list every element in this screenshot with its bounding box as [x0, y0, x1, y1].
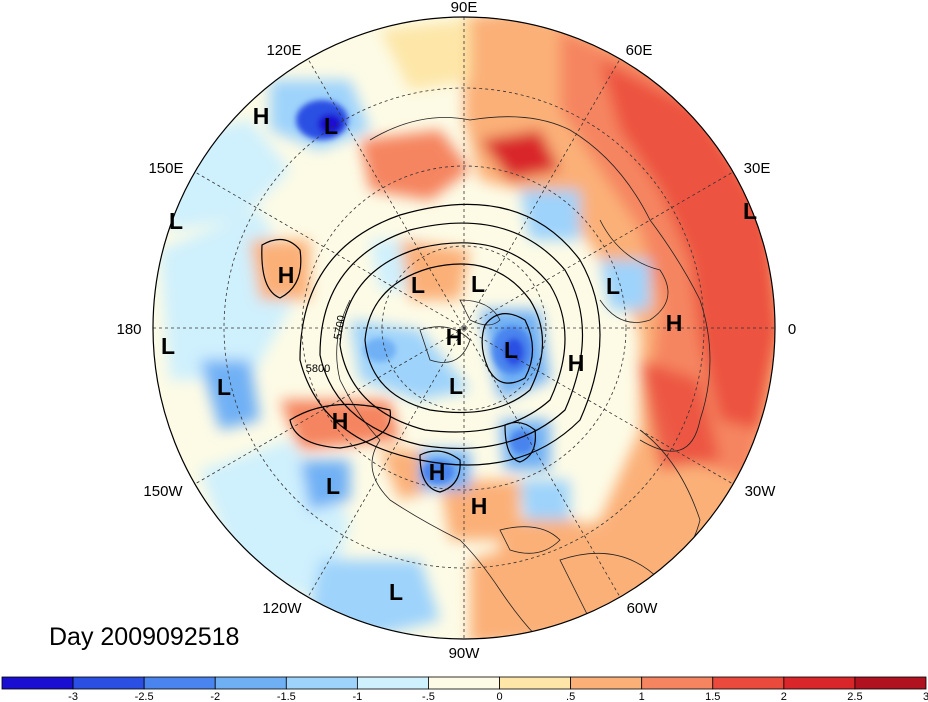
pressure-center: L — [411, 272, 425, 298]
colorbar-tick-label: -.5 — [422, 691, 435, 702]
colorbar-tick-label: 1.5 — [705, 691, 720, 702]
colorbar-tick-label: -1 — [352, 691, 362, 702]
colorbar-tick-label: 3 — [923, 691, 928, 702]
colorbar-tick-label: 2 — [781, 691, 787, 702]
lon-label-90w: 90W — [449, 645, 481, 662]
pressure-center: L — [449, 373, 463, 399]
pressure-center: L — [169, 208, 183, 234]
lon-label-60e: 60E — [626, 42, 653, 59]
colorbar-tick-label: -1.5 — [277, 691, 296, 702]
map-boundary — [152, 16, 776, 640]
pressure-center: L — [471, 271, 485, 297]
pressure-center: H — [471, 493, 488, 519]
lon-label-120e: 120E — [266, 42, 301, 59]
pressure-center: H — [332, 408, 349, 434]
day-title: Day 2009092518 — [49, 623, 239, 651]
pressure-center: H — [446, 324, 463, 350]
colorbar-tick-label: 0 — [496, 691, 502, 702]
lon-label-150e: 150E — [148, 160, 183, 177]
colorbar-tick-label: 1 — [639, 691, 645, 702]
lon-label-90e: 90E — [451, 0, 478, 16]
lon-label-120w: 120W — [262, 600, 302, 617]
lon-label-180: 180 — [116, 321, 141, 338]
colorbar-tick-label: -3 — [68, 691, 78, 702]
pressure-center: H — [568, 350, 585, 376]
pressure-center-labels: H L L L H L L L L H H L L H L H L H L H — [161, 103, 757, 605]
lon-label-30e: 30E — [744, 160, 771, 177]
lon-label-0: 0 — [788, 321, 796, 338]
colorbar-tick-label: -2 — [210, 691, 220, 702]
longitude-labels: 90E 60E 120E 30E 150E 180 0 150W 30W 120… — [116, 0, 796, 662]
colorbar-swatch — [854, 676, 927, 690]
colorbar: -3 -2.5 -2 -1.5 -1 -.5 0 .5 1 1.5 2 2.5 3 — [1, 676, 928, 702]
colorbar-swatch — [783, 676, 856, 690]
colorbar-tick-label: -2.5 — [135, 691, 154, 702]
pressure-center: L — [324, 113, 338, 139]
pressure-center: L — [161, 333, 175, 359]
colorbar-swatch — [1, 676, 74, 690]
contour-value-labels: 5700 5800 — [306, 314, 348, 375]
colorbar-swatch — [285, 676, 358, 690]
pressure-center: L — [606, 273, 620, 299]
lon-label-30w: 30W — [745, 483, 777, 500]
pressure-center: H — [429, 459, 446, 485]
graticule — [153, 17, 775, 639]
colorbar-swatch — [499, 676, 572, 690]
pressure-center: H — [253, 103, 270, 129]
contour-label-5800: 5800 — [306, 363, 330, 375]
pressure-center: H — [278, 262, 295, 288]
colorbar-swatch — [214, 676, 287, 690]
contour-label-5700: 5700 — [332, 314, 348, 340]
colorbar-swatch — [356, 676, 429, 690]
colorbar-swatch — [570, 676, 643, 690]
colorbar-tick-label: .5 — [566, 691, 575, 702]
colorbar-swatch — [72, 676, 145, 690]
colorbar-swatch — [641, 676, 714, 690]
pressure-center: L — [326, 473, 340, 499]
colorbar-swatch — [428, 676, 500, 690]
lon-label-60w: 60W — [627, 600, 659, 617]
colorbar-swatch — [143, 676, 216, 690]
colorbar-swatch — [712, 676, 785, 690]
pressure-center: L — [389, 579, 403, 605]
pressure-center: L — [504, 337, 518, 363]
lon-label-150w: 150W — [143, 483, 183, 500]
pressure-center: L — [217, 374, 231, 400]
pressure-center: L — [743, 198, 757, 224]
pressure-center: H — [666, 310, 683, 336]
height-contours — [261, 203, 601, 493]
colorbar-tick-label: 2.5 — [847, 691, 862, 702]
